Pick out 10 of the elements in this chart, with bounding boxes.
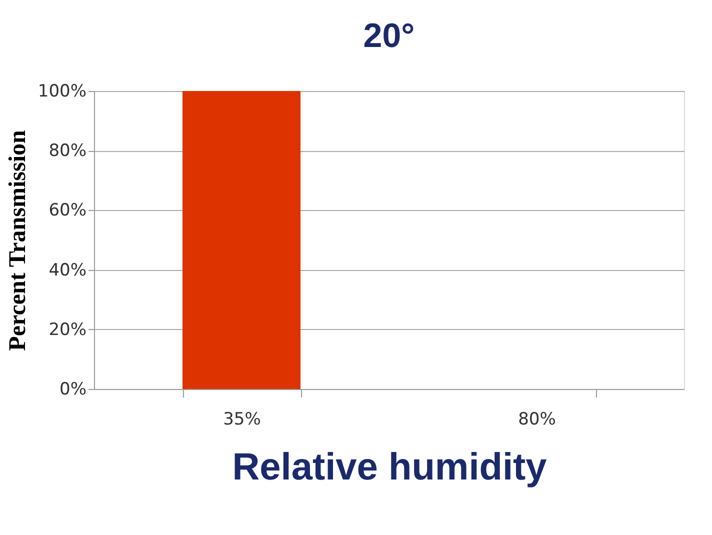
- y-tick-label: 60%: [48, 200, 86, 221]
- x-tick-label: 35%: [223, 410, 261, 430]
- chart-title: 20°: [363, 17, 415, 55]
- y-tick-label: 100%: [38, 82, 86, 102]
- y-axis-title: Percent Transmission: [4, 130, 31, 351]
- y-tick-label: 20%: [48, 320, 86, 340]
- y-tick-label: 0%: [60, 380, 86, 400]
- x-axis-title: Relative humidity: [232, 446, 547, 488]
- y-tick-label: 40%: [48, 260, 86, 280]
- y-tick-label: 80%: [48, 141, 86, 162]
